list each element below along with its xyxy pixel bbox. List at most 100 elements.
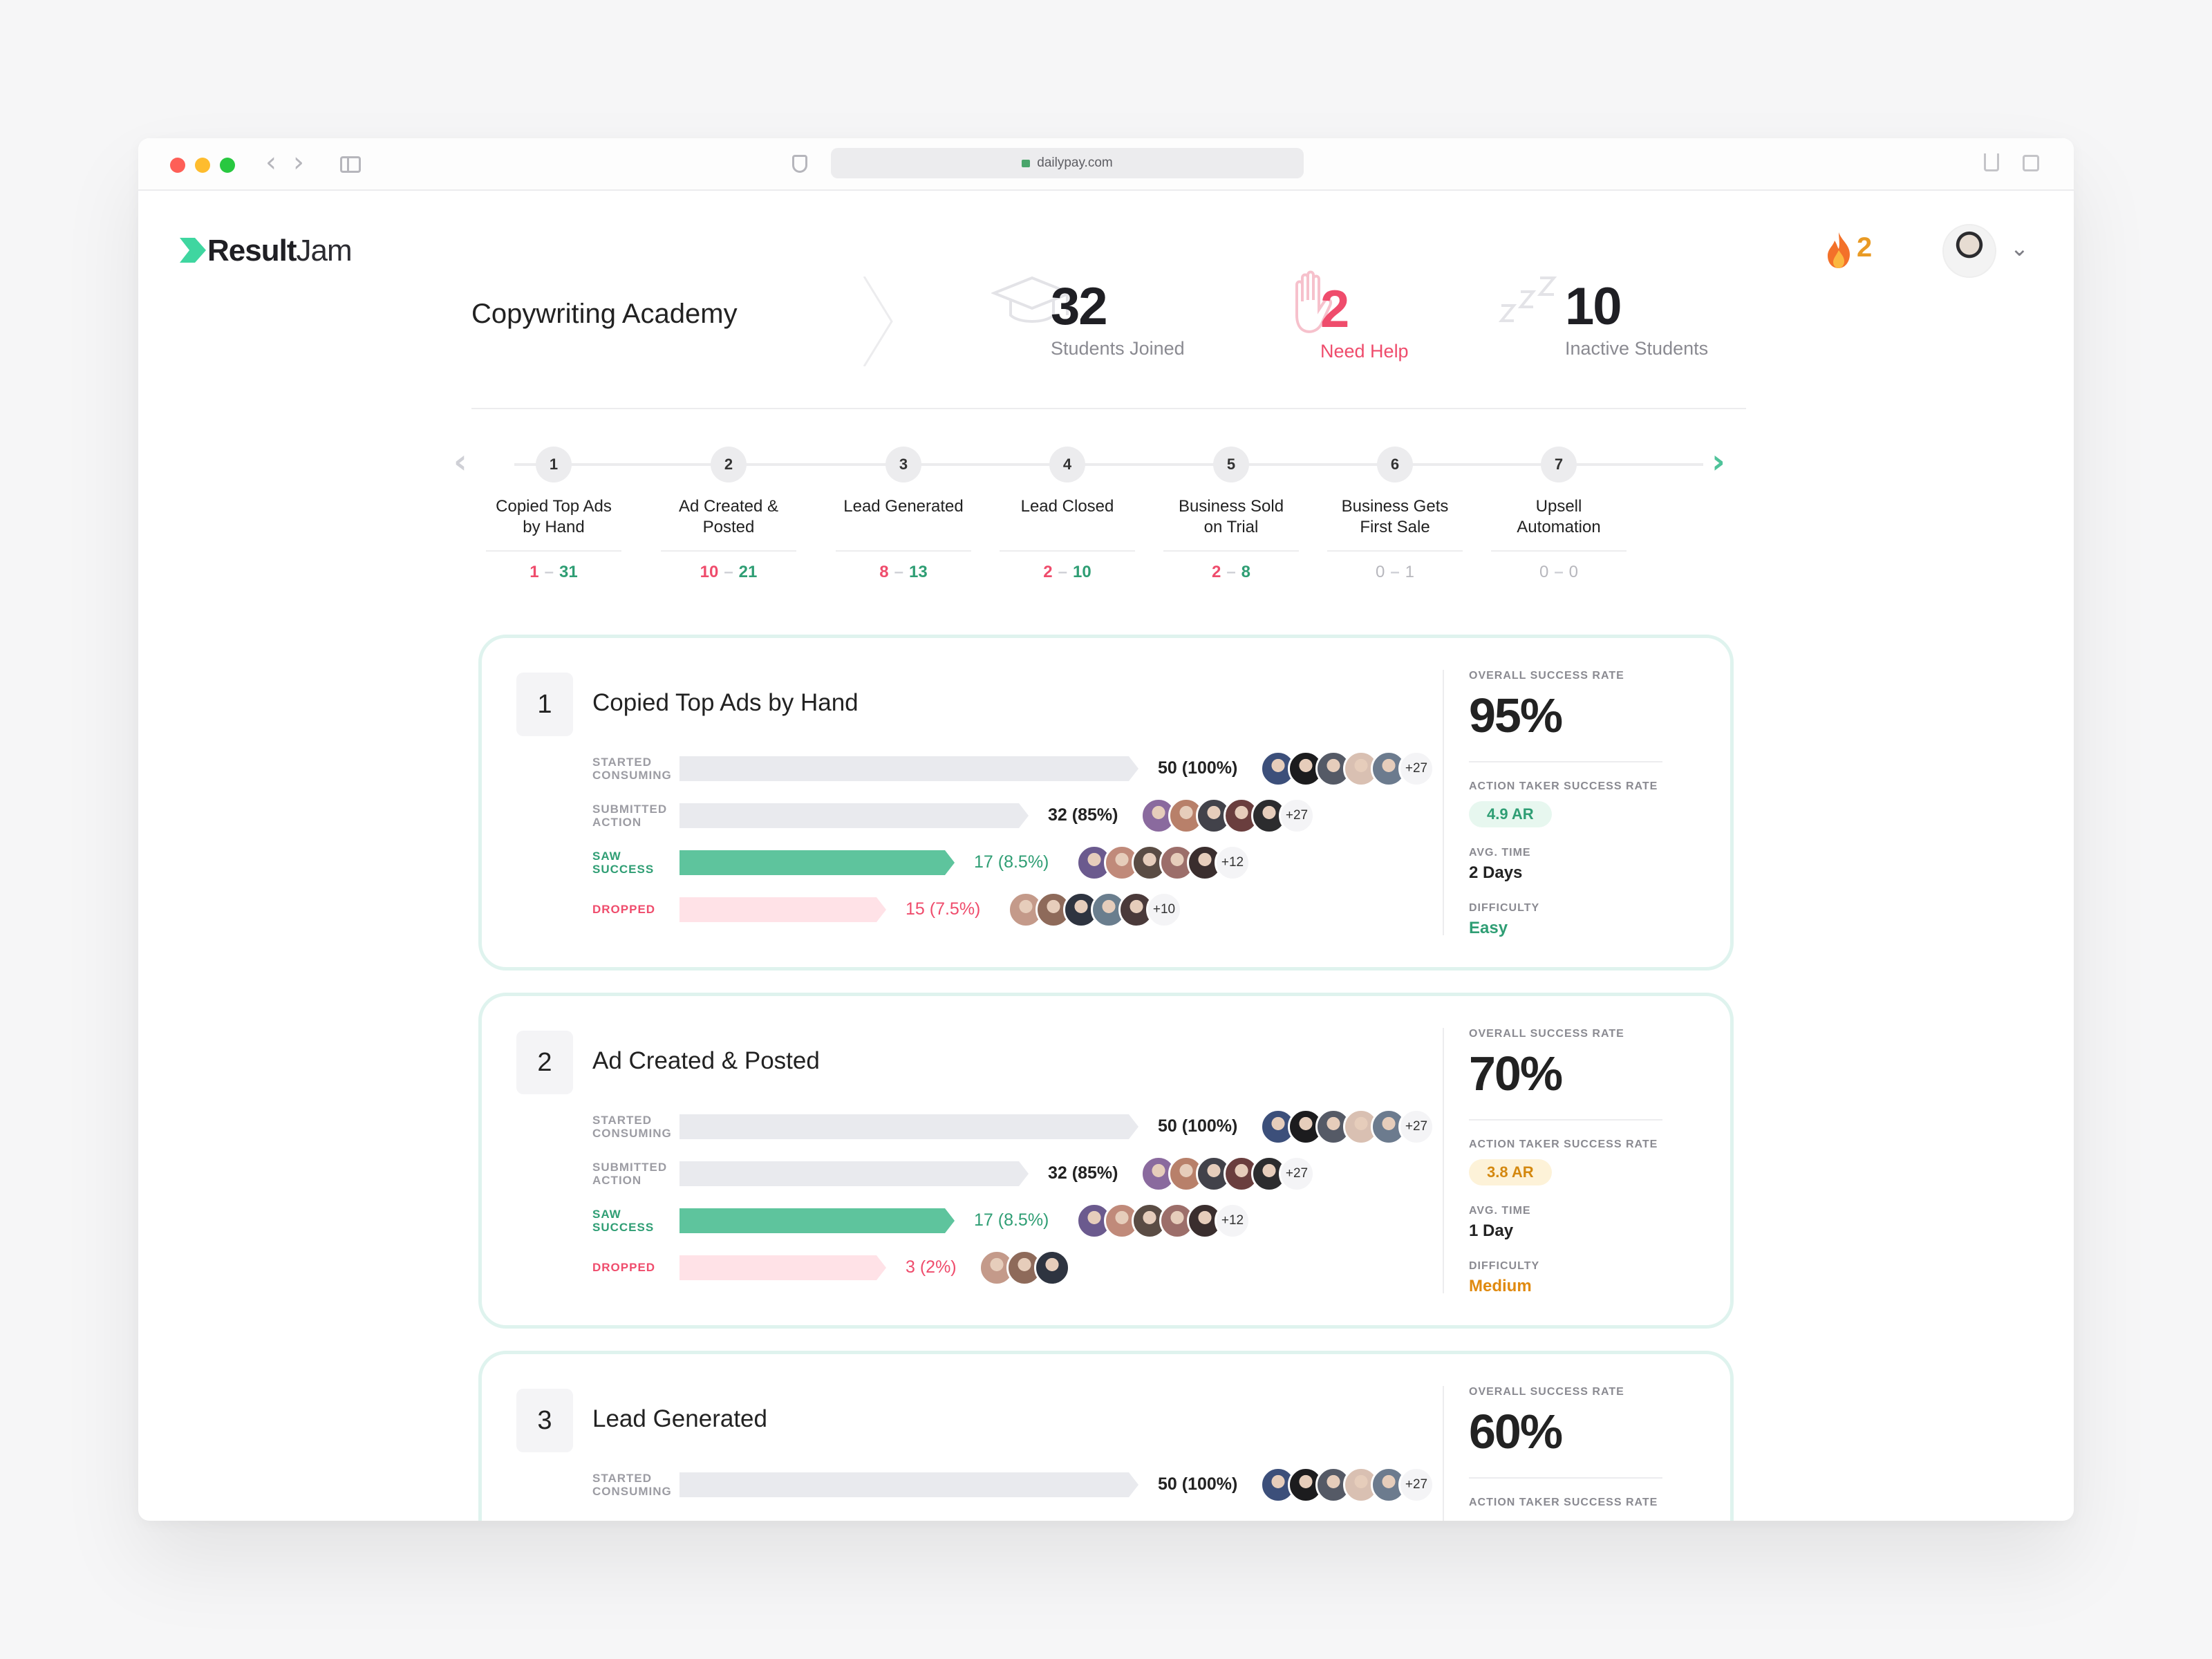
more-avatars-count[interactable]: +10 <box>1146 892 1182 928</box>
step-label-line-1: Copied Top Ads <box>496 497 612 516</box>
step-6[interactable]: 6 Business Gets First Sale 0–1 <box>1312 447 1478 582</box>
step-label-line-2: by Hand <box>523 518 585 536</box>
privacy-shield-icon[interactable] <box>792 155 807 173</box>
step-label: Business Sold on Trial <box>1148 496 1314 541</box>
app-logo[interactable]: ResultJam <box>207 234 353 268</box>
avg-time-value: 2 Days <box>1469 863 1523 882</box>
browser-toolbar: ‹ › dailypay.com <box>138 138 2074 191</box>
more-avatars-count[interactable]: +27 <box>1398 1109 1434 1145</box>
row-label-started: STARTED CONSUMING <box>592 1114 689 1140</box>
share-icon[interactable] <box>1984 153 1999 171</box>
stat-need-help[interactable]: 2 Need Help <box>1320 279 1409 362</box>
row-label-line-2: ACTION <box>592 1174 642 1187</box>
card-side-divider <box>1443 1386 1444 1521</box>
back-icon[interactable]: ‹ <box>265 147 276 178</box>
step-2[interactable]: 2 Ad Created & Posted 10–21 <box>646 447 812 582</box>
card-step-number: 3 <box>516 1389 573 1452</box>
difficulty-label: DIFFICULTY <box>1469 902 1540 914</box>
overall-success-value: 70% <box>1469 1047 1563 1100</box>
overall-success-value: 95% <box>1469 688 1563 742</box>
step-counts: 0–1 <box>1312 563 1478 582</box>
row-label-success: SAW SUCCESS <box>592 850 689 876</box>
step-label-line-1: Business Sold <box>1178 497 1284 516</box>
forward-icon[interactable]: › <box>293 147 304 178</box>
avg-time-label: AVG. TIME <box>1469 847 1531 859</box>
step-divider <box>1491 550 1627 552</box>
row-label-line-1: DROPPED <box>592 903 656 916</box>
card-stats-panel: OVERALL SUCCESS RATE 70% ACTION TAKER SUCC… <box>1469 1028 1697 1296</box>
step-1[interactable]: 1 Copied Top Ads by Hand 1–31 <box>471 447 637 582</box>
inactive-students-label: Inactive Students <box>1565 338 1709 359</box>
step-3[interactable]: 3 Lead Generated 8–13 <box>821 447 986 582</box>
step-completed-count: 13 <box>909 563 928 581</box>
stat-inactive-students[interactable]: 10 Inactive Students <box>1565 276 1708 359</box>
spacer <box>1469 883 1697 902</box>
step-card-3: 3 Lead Generated STARTED CONSUMING 50 (100%)… <box>478 1351 1734 1521</box>
step-label-line-1: Lead Generated <box>843 497 964 516</box>
stats-divider <box>1469 1477 1662 1479</box>
streak-count: 2 <box>1857 232 1873 263</box>
step-divider <box>1163 550 1299 552</box>
step-counts: 8–13 <box>821 563 986 582</box>
minimize-window-button[interactable] <box>195 158 210 173</box>
row-value-success: 17 (8.5%) <box>974 852 1049 872</box>
step-count-separator: – <box>544 563 554 581</box>
progress-bar-dropped <box>679 897 886 922</box>
chevron-separator-icon <box>863 276 893 366</box>
more-avatars-count[interactable]: +27 <box>1279 1156 1315 1192</box>
card-stats-panel: OVERALL SUCCESS RATE 60% ACTION TAKER SUCC… <box>1469 1386 1697 1509</box>
steps-prev-arrow-icon[interactable]: ‹ <box>453 442 467 481</box>
resultjam-logo-icon <box>180 238 206 263</box>
more-avatars-count[interactable]: +27 <box>1398 751 1434 787</box>
tabs-overview-icon[interactable] <box>2023 155 2039 171</box>
logo-text-light: Jam <box>296 234 352 268</box>
course-title: Copywriting Academy <box>471 299 738 329</box>
step-label-line-2: Automation <box>1517 518 1601 536</box>
step-label: Lead Closed <box>984 496 1150 541</box>
row-value-submitted: 32 (85%) <box>1048 1163 1118 1183</box>
step-5[interactable]: 5 Business Sold on Trial 2–8 <box>1148 447 1314 582</box>
steps-next-arrow-icon[interactable]: › <box>1712 442 1725 481</box>
step-need-help-count: 2 <box>1043 563 1053 581</box>
more-avatars-count[interactable]: +27 <box>1279 798 1315 834</box>
inactive-students-value: 10 <box>1565 277 1622 336</box>
more-avatars-count[interactable]: +12 <box>1215 845 1250 881</box>
card-side-divider <box>1443 1028 1444 1293</box>
step-number: 6 <box>1377 447 1413 482</box>
step-7[interactable]: 7 Upsell Automation 0–0 <box>1476 447 1642 582</box>
row-label-line-1: DROPPED <box>592 1261 656 1274</box>
step-need-help-count: 0 <box>1375 563 1385 581</box>
more-avatars-count[interactable]: +27 <box>1398 1467 1434 1503</box>
step-label-line-1: Business Gets <box>1341 497 1449 516</box>
row-label-line-2: CONSUMING <box>592 1485 672 1498</box>
step-need-help-count: 0 <box>1539 563 1549 581</box>
more-avatars-count[interactable]: +12 <box>1215 1203 1250 1239</box>
step-4[interactable]: 4 Lead Closed 2–10 <box>984 447 1150 582</box>
action-taker-rate-badge: 3.8 AR <box>1469 1159 1552 1185</box>
stats-divider <box>1469 761 1662 762</box>
chevron-down-icon[interactable]: ⌄ <box>2010 235 2029 261</box>
steps-track <box>514 463 1703 466</box>
spacer <box>1469 827 1697 847</box>
step-label-line-1: Lead Closed <box>1020 497 1114 516</box>
progress-bar-started <box>679 756 1138 781</box>
step-divider <box>1327 550 1463 552</box>
maximize-window-button[interactable] <box>220 158 235 173</box>
avg-time-label: AVG. TIME <box>1469 1205 1531 1217</box>
user-avatar[interactable] <box>1942 224 1996 278</box>
raised-hand-icon <box>1295 270 1332 333</box>
step-number: 1 <box>536 447 572 482</box>
student-avatar[interactable] <box>1187 845 1223 881</box>
browser-window: ‹ › dailypay.com ResultJam 2 ⌄ Copywriti… <box>138 138 2074 1521</box>
student-avatar[interactable] <box>1091 892 1127 928</box>
student-avatar[interactable] <box>1034 1250 1070 1286</box>
close-window-button[interactable] <box>170 158 185 173</box>
sidebar-toggle-icon[interactable] <box>340 156 361 173</box>
difficulty-value: Medium <box>1469 1277 1532 1295</box>
overall-success-label: OVERALL SUCCESS RATE <box>1469 1386 1624 1398</box>
address-bar[interactable]: dailypay.com <box>831 148 1304 178</box>
step-card-1: 1 Copied Top Ads by Hand STARTED CONSUMING 5… <box>478 635 1734 971</box>
step-count-separator: – <box>1058 563 1067 581</box>
step-number: 4 <box>1049 447 1085 482</box>
progress-bar-success <box>679 850 955 875</box>
